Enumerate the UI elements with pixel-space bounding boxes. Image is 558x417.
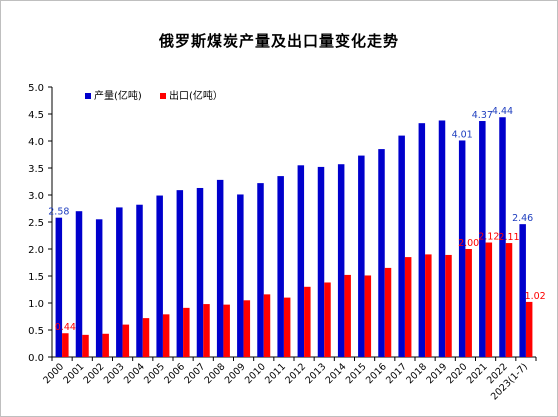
chart-title: 俄罗斯煤炭产量及出口量变化走势 [158,32,399,50]
bar-production [317,166,325,357]
bar-export [62,333,69,357]
x-tick-label: 2012 [283,361,308,386]
data-label-production: 4.01 [452,129,473,140]
bar-export [304,286,311,357]
x-tick-label: 2006 [162,361,187,386]
y-tick-label: 0.5 [28,326,44,337]
legend-swatch-production [85,93,91,99]
x-tick-label: 2001 [61,361,86,386]
bar-production [55,217,63,357]
x-tick-label: 2009 [223,361,248,386]
x-tick-label: 2010 [243,361,268,386]
bar-production [358,155,365,357]
bar-production [75,211,83,357]
bar-production [519,224,526,357]
bar-production [479,121,486,358]
bar-export [384,267,392,357]
bar-production [499,117,506,358]
bar-export [525,301,533,357]
x-tick-label: 2002 [82,361,107,386]
bar-export [223,304,230,357]
bar-export [445,254,452,357]
y-tick-label: 2.0 [28,245,44,256]
y-tick-label: 3.5 [28,164,44,175]
bar-export [283,297,291,357]
bar-export [263,294,271,357]
x-tick-label: 2008 [203,361,228,386]
x-tick-label: 2007 [182,361,207,386]
x-tick-label: 2021 [465,361,490,386]
bar-export [404,257,412,357]
y-tick-label: 5.0 [28,83,44,94]
data-label-production: 4.37 [472,110,493,121]
bar-export [183,307,190,357]
bar-production [95,219,103,357]
bar-export [142,318,150,357]
bar-export [162,314,170,357]
legend-swatch-export [160,93,166,99]
x-tick-label: 2019 [424,361,449,386]
x-tick-label: 2000 [41,361,66,386]
data-label-export: 2.12 [478,232,499,243]
x-tick-label: 2016 [364,361,389,386]
bar-export [203,304,210,357]
bar-production [176,190,184,357]
x-tick-label: 2017 [384,361,409,386]
data-label-production: 2.58 [48,207,69,218]
x-tick-label: 2004 [122,361,147,386]
bar-production [398,135,405,357]
bar-production [156,195,163,357]
legend-label-production: 产量(亿吨) [94,89,142,102]
bar-production [116,207,123,357]
data-label-production: 2.46 [512,213,533,224]
bar-production [136,204,143,357]
bar-export [102,333,109,357]
x-tick-label: 2018 [404,361,429,386]
bar-production [277,176,284,357]
bar-export [243,300,251,357]
y-tick-label: 1.5 [28,272,44,283]
bar-production [378,149,385,357]
y-tick-label: 2.5 [28,218,44,229]
bar-export [425,254,432,357]
data-label-export: 2.11 [498,232,519,243]
data-label-export: 1.02 [525,291,546,302]
bar-production [337,164,345,357]
bar-production [438,120,446,357]
y-tick-label: 4.5 [28,110,44,121]
bar-production [237,194,244,357]
x-tick-label: 2020 [445,361,470,386]
bar-export [344,274,351,357]
x-tick-label: 2003 [102,361,127,386]
bar-production [216,179,224,357]
data-label-export: 2.00 [458,238,479,249]
bar-export [465,249,472,357]
bar-export [82,334,89,357]
bar-export [122,324,130,357]
x-tick-label: 2011 [263,361,288,386]
data-label-export: 0.44 [55,322,76,333]
bar-production [458,140,466,357]
y-tick-label: 1.0 [28,299,44,310]
y-tick-label: 4.0 [28,137,44,148]
y-tick-label: 0.0 [28,353,44,364]
bar-export [324,282,331,357]
bar-production [297,165,305,357]
x-tick-label: 2014 [324,361,349,386]
x-tick-label: 2005 [142,361,167,386]
x-tick-label: 2015 [344,361,369,386]
y-tick-label: 3.0 [28,191,44,202]
bar-export [505,243,513,357]
bar-export [485,242,493,357]
bar-export [364,275,372,357]
data-label-production: 4.44 [492,106,513,117]
x-tick-label: 2013 [303,361,328,386]
bar-production [257,183,264,357]
legend-label-export: 出口(亿吨） [169,89,223,102]
bar-production [418,123,426,358]
bar-production [196,187,204,357]
